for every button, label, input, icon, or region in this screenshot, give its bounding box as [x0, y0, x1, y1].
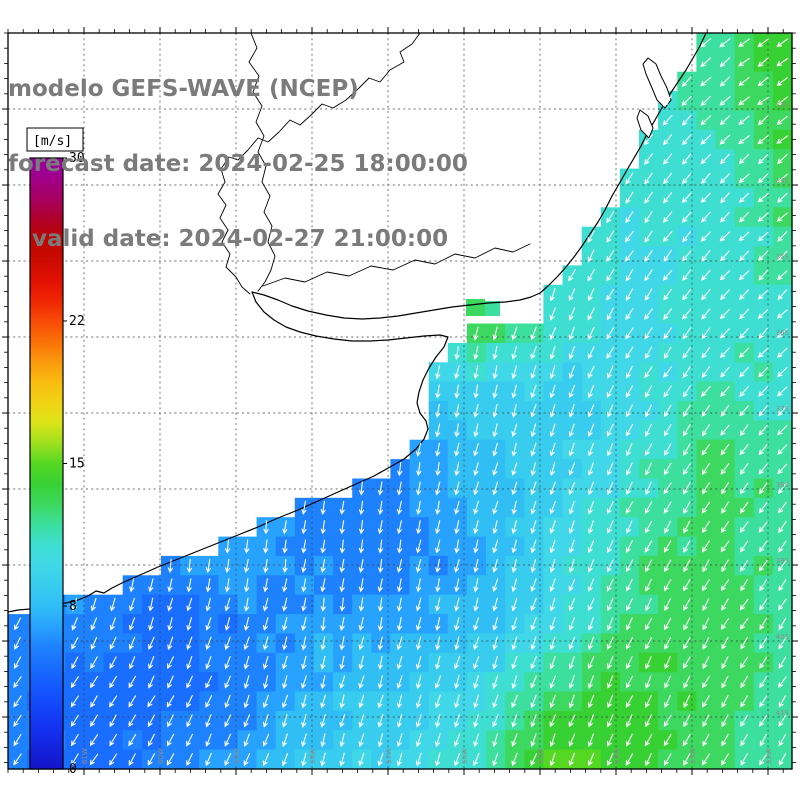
colorbar: 30 22 15 8 0 [m/s] [26, 127, 85, 777]
longitude-label: 56W [461, 748, 469, 764]
longitude-label: 54W [613, 748, 621, 764]
latitude-label: 36S [776, 329, 790, 337]
latitude-label: 34S [776, 177, 790, 185]
river [217, 32, 421, 295]
longitude-label: 55W [537, 748, 545, 764]
colorbar-tick-label: 30 [69, 151, 85, 166]
map-frame [2, 27, 798, 775]
latitude-label: 39S [776, 557, 790, 565]
colorbar-tick-label: 0 [69, 762, 77, 777]
latitude-label: 37S [776, 405, 790, 413]
graticule [8, 33, 792, 769]
latitude-label: 40S [776, 633, 790, 641]
river [248, 32, 276, 292]
wave-height-field [8, 33, 793, 770]
lagoon [636, 109, 654, 139]
latitude-label: 38S [776, 481, 790, 489]
longitude-label: 59W [233, 748, 241, 764]
direction-arrows [13, 38, 789, 767]
isolated-data-cell [466, 299, 485, 316]
latitude-label: 33S [776, 101, 790, 109]
isolated-data-cell [485, 301, 500, 316]
colorbar-units-label: [m/s] [33, 134, 72, 149]
geography-layer [7, 32, 707, 613]
river [262, 243, 531, 287]
coastline [7, 32, 707, 613]
colorbar-tick-label: 22 [69, 314, 85, 329]
coordinate-labels: 33S 34S 35S 36S 37S 38S 39S 40S 41S 61W 60W 59W 58W 5… [81, 101, 790, 764]
longitude-label: 57W [385, 748, 393, 764]
lagoon [642, 57, 672, 109]
colorbar-tick-label: 15 [69, 457, 85, 472]
longitude-label: 60W [157, 748, 165, 764]
colorbar-units-box [26, 127, 84, 152]
longitude-label: 52W [765, 748, 773, 764]
longitude-label: 53W [689, 748, 697, 764]
latitude-label: 35S [776, 253, 790, 261]
colorbar-tick-label: 8 [69, 599, 77, 614]
colorbar-gradient [29, 157, 64, 770]
longitude-label: 58W [309, 748, 317, 764]
latitude-label: 41S [776, 709, 790, 717]
longitude-label: 61W [81, 748, 89, 764]
